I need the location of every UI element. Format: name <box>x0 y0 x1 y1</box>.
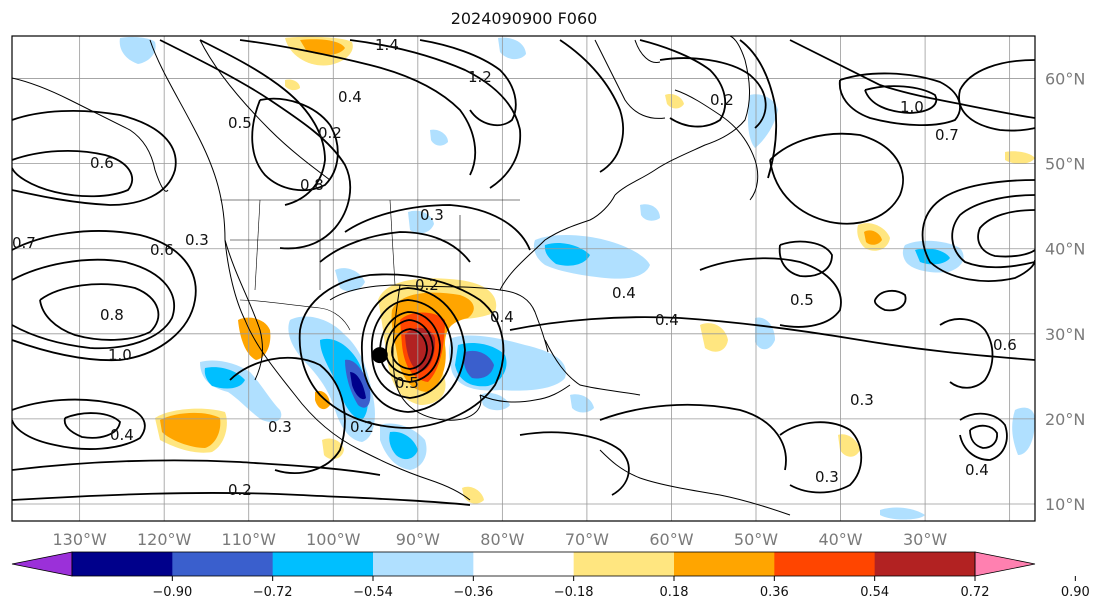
latitude-label: 40°N <box>1045 240 1085 259</box>
longitude-label: 60°W <box>649 530 693 549</box>
contour-label: 0.8 <box>300 176 324 194</box>
contour-label: 0.3 <box>815 468 839 486</box>
map-frame <box>11 35 1036 522</box>
contour-label: 0.7 <box>12 234 36 252</box>
colorbar-outline <box>71 551 976 577</box>
longitude-label: 50°W <box>734 530 778 549</box>
storm-center-marker <box>371 347 388 364</box>
colorbar-segment <box>573 552 675 576</box>
contour-label: 0.2 <box>415 276 439 294</box>
latitude-label: 20°N <box>1045 410 1085 429</box>
shaded-field <box>119 36 1035 520</box>
contour-label: 0.4 <box>110 426 134 444</box>
longitude-labels: 130°W 120°W 110°W 100°W 90°W 80°W 70°W 60°W 50°W… <box>52 530 947 549</box>
contour-label: 0.3 <box>420 206 444 224</box>
colorbar-tick-label: −0.18 <box>554 585 594 600</box>
latitude-label: 30°N <box>1045 325 1085 344</box>
colorbar-ticks: −0.90 −0.72 −0.54 −0.36 −0.18 0.18 0.36 0.54 0.7… <box>152 576 1090 600</box>
colorbar-tick-label: 0.36 <box>760 585 789 600</box>
colorbar-segment <box>172 552 274 576</box>
contour-label: 0.2 <box>710 91 734 109</box>
longitude-label: 110°W <box>222 530 277 549</box>
colorbar-segment <box>473 552 575 576</box>
latitude-label: 60°N <box>1045 70 1085 89</box>
colorbar-segment <box>874 552 976 576</box>
contour-label: 0.4 <box>655 311 679 329</box>
longitude-label: 40°W <box>818 530 862 549</box>
longitude-label: 130°W <box>52 530 107 549</box>
contour-label: 0.2 <box>350 418 374 436</box>
contour-label: 1.4 <box>375 36 399 54</box>
colorbar-tick-label: 0.90 <box>1061 585 1090 600</box>
contour-label: 0.3 <box>185 231 209 249</box>
colorbar-tick-label: −0.36 <box>453 585 493 600</box>
colorbar-tick-label: −0.54 <box>353 585 393 600</box>
graticule <box>12 36 1035 521</box>
longitude-label: 30°W <box>903 530 947 549</box>
contour-label: 1.2 <box>468 68 492 86</box>
contour-label: 0.6 <box>90 154 114 172</box>
contour-label: 0.4 <box>612 284 636 302</box>
colorbar-tick-label: 0.72 <box>961 585 990 600</box>
colorbar <box>11 551 1036 577</box>
colorbar-tick-label: −0.90 <box>152 585 192 600</box>
colorbar-extend-high <box>974 551 1036 577</box>
colorbar-extend-low <box>11 551 73 577</box>
colorbar-segment <box>674 552 775 576</box>
contour-label: 0.5 <box>228 114 252 132</box>
latitude-labels: 10°N 20°N 30°N 40°N 50°N 60°N <box>1045 70 1085 514</box>
contour-label: 0.6 <box>150 241 174 259</box>
longitude-label: 100°W <box>306 530 361 549</box>
contour-label: 0.3 <box>850 391 874 409</box>
colorbar-segment <box>774 552 876 576</box>
longitude-label: 90°W <box>396 530 440 549</box>
map-title: 2024090900 F060 <box>450 9 598 28</box>
colorbar-segment <box>373 552 474 576</box>
longitude-label: 120°W <box>137 530 192 549</box>
contour-label: 0.7 <box>935 126 959 144</box>
contour-label: 0.4 <box>338 88 362 106</box>
longitude-label: 80°W <box>480 530 524 549</box>
latitude-label: 10°N <box>1045 495 1085 514</box>
colorbar-tick-label: −0.72 <box>253 585 293 600</box>
contour-label: 0.5 <box>395 374 419 392</box>
colorbar-segment <box>72 552 173 576</box>
colorbar-segment <box>272 552 374 576</box>
contour-label-layer: 0.6 0.7 0.8 1.0 0.4 0.2 0.3 0.6 0.4 0.2 … <box>12 36 1017 499</box>
contour-label: 0.4 <box>490 308 514 326</box>
contour-label: 0.6 <box>993 336 1017 354</box>
longitude-label: 70°W <box>565 530 609 549</box>
contour-label: 0.2 <box>228 481 252 499</box>
latitude-label: 50°N <box>1045 155 1085 174</box>
contour-label: 1.0 <box>900 98 924 116</box>
contour-lines <box>12 39 1035 506</box>
contour-label: 1.0 <box>108 346 132 364</box>
contour-label: 0.8 <box>100 306 124 324</box>
contour-label: 0.4 <box>965 461 989 479</box>
contour-label: 0.3 <box>268 418 292 436</box>
colorbar-tick-label: 0.18 <box>660 585 689 600</box>
contour-label: 0.5 <box>790 291 814 309</box>
contour-label: 0.2 <box>318 124 342 142</box>
colorbar-tick-label: 0.54 <box>860 585 889 600</box>
